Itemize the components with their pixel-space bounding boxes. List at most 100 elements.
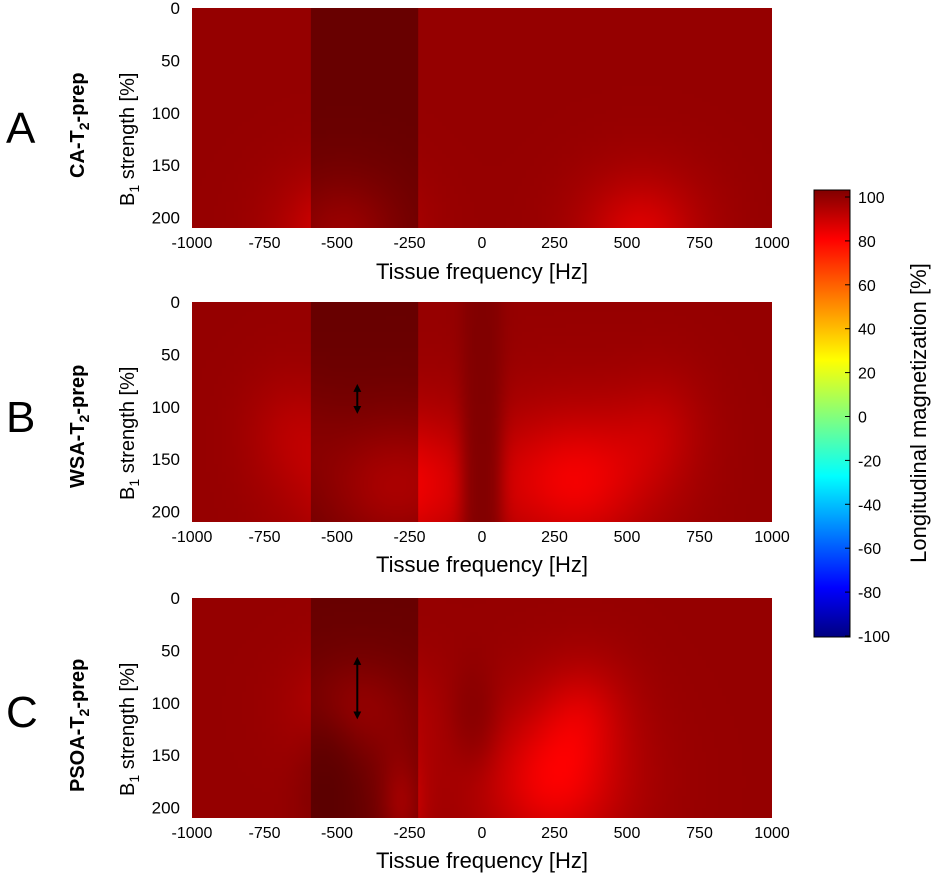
- row-label-sub: 2: [76, 414, 92, 422]
- y-tick-label: 150: [152, 156, 180, 175]
- colorbar-tick-label: 60: [858, 278, 876, 295]
- colorbar-tick-label: 0: [858, 410, 867, 427]
- x-tick-label: 0: [478, 235, 487, 252]
- x-tick-label: 750: [686, 529, 713, 546]
- y-tick-label: 0: [171, 293, 180, 312]
- ylabel-suffix: strength [%]: [117, 73, 139, 185]
- x-tick-label: 250: [541, 825, 568, 842]
- heatmap-area: [192, 302, 772, 522]
- y-tick-label: 50: [161, 641, 180, 660]
- y-tick-label: 0: [171, 589, 180, 608]
- ylabel-suffix: strength [%]: [117, 663, 139, 775]
- row-label: PSOA-T2-prep: [67, 659, 92, 792]
- panel-b: B WSA-T2-prep B1 strength [%] 0501001502…: [6, 293, 790, 577]
- x-tick-label: -250: [393, 235, 425, 252]
- ylabel-main: B: [117, 783, 139, 796]
- row-label: WSA-T2-prep: [67, 365, 92, 488]
- heatmap-area: [192, 8, 772, 228]
- x-tick-label: 500: [614, 825, 641, 842]
- row-label-suffix: -prep: [67, 659, 89, 709]
- x-tick-label: 500: [614, 235, 641, 252]
- x-tick-label: 500: [614, 529, 641, 546]
- panel-letter: A: [6, 104, 36, 153]
- x-tick-label: -500: [321, 825, 353, 842]
- heatmap-area: [192, 598, 772, 818]
- x-axis-label: Tissue frequency [Hz]: [376, 552, 588, 577]
- ylabel-main: B: [117, 193, 139, 206]
- x-tick-label: 250: [541, 235, 568, 252]
- x-tick-label: 0: [478, 529, 487, 546]
- ylabel-sub: 1: [126, 185, 142, 193]
- ylabel-sub: 1: [126, 775, 142, 783]
- row-label-main: PSOA-T: [67, 716, 89, 792]
- row-label-suffix: -prep: [67, 365, 89, 415]
- colorbar-tick-label: -60: [858, 541, 881, 558]
- colorbar-tick-label: 80: [858, 234, 876, 251]
- x-tick-label: -250: [393, 825, 425, 842]
- panel-letter: C: [6, 688, 38, 737]
- colorbar-tick-label: -100: [858, 629, 890, 646]
- panel-letter: B: [6, 393, 35, 442]
- ylabel-main: B: [117, 487, 139, 500]
- y-tick-label: 200: [152, 799, 180, 818]
- row-label-sub: 2: [76, 708, 92, 716]
- x-tick-label: -250: [393, 529, 425, 546]
- panel-a: A CA-T2-prep B1 strength [%] 05010015020…: [6, 0, 790, 284]
- shaded-band: [310, 302, 419, 522]
- colorbar-tick-label: -20: [858, 453, 881, 470]
- x-tick-label: 750: [686, 825, 713, 842]
- x-tick-label: -1000: [172, 235, 213, 252]
- x-tick-label: 0: [478, 825, 487, 842]
- y-tick-label: 100: [152, 398, 180, 417]
- colorbar-tick-label: 40: [858, 322, 876, 339]
- colorbar-ticks: 100 80 60 40 20 0 -20 -40 -60 -80 -100: [845, 190, 890, 646]
- y-tick-label: 0: [171, 0, 180, 18]
- x-tick-label: -750: [248, 235, 280, 252]
- colorbar-tick-label: -80: [858, 585, 881, 602]
- shaded-band: [310, 598, 419, 818]
- y-tick-label: 150: [152, 450, 180, 469]
- row-label-sub: 2: [76, 122, 92, 130]
- y-tick-label: 200: [152, 209, 180, 228]
- colorbar-tick-label: 20: [858, 366, 876, 383]
- y-ticks: 0 50 100 150 200: [152, 0, 180, 228]
- y-axis-label: B1 strength [%]: [117, 73, 142, 206]
- colorbar-tick-label: 100: [858, 190, 885, 207]
- x-ticks: -1000 -750 -500 -250 0 250 500 750 1000: [172, 235, 790, 252]
- x-tick-label: -1000: [172, 529, 213, 546]
- x-tick-label: -500: [321, 235, 353, 252]
- y-ticks: 0 50 100 150 200: [152, 293, 180, 522]
- row-label-main: WSA-T: [67, 422, 89, 488]
- y-tick-label: 150: [152, 746, 180, 765]
- y-tick-label: 50: [161, 51, 180, 70]
- y-axis-label: B1 strength [%]: [117, 367, 142, 500]
- x-ticks: -1000 -750 -500 -250 0 250 500 750 1000: [172, 529, 790, 546]
- x-tick-label: 1000: [754, 825, 790, 842]
- y-ticks: 0 50 100 150 200: [152, 589, 180, 818]
- y-tick-label: 100: [152, 104, 180, 123]
- ylabel-sub: 1: [126, 479, 142, 487]
- x-axis-label: Tissue frequency [Hz]: [376, 259, 588, 284]
- row-label: CA-T2-prep: [67, 72, 92, 178]
- x-axis-label: Tissue frequency [Hz]: [376, 848, 588, 873]
- x-tick-label: -500: [321, 529, 353, 546]
- x-tick-label: -750: [248, 825, 280, 842]
- x-tick-label: -1000: [172, 825, 213, 842]
- y-axis-label: B1 strength [%]: [117, 663, 142, 796]
- shaded-band: [310, 8, 419, 228]
- x-tick-label: -750: [248, 529, 280, 546]
- colorbar-label: Longitudinal magnetization [%]: [906, 263, 931, 563]
- colorbar-gradient: [813, 189, 851, 638]
- row-label-suffix: -prep: [67, 72, 89, 122]
- colorbar-tick-label: -40: [858, 497, 881, 514]
- x-tick-label: 250: [541, 529, 568, 546]
- y-tick-label: 200: [152, 503, 180, 522]
- x-tick-label: 750: [686, 235, 713, 252]
- x-tick-label: 1000: [754, 529, 790, 546]
- colorbar: 100 80 60 40 20 0 -20 -40 -60 -80 -100 Longitudina…: [813, 189, 931, 646]
- ylabel-suffix: strength [%]: [117, 367, 139, 479]
- y-tick-label: 50: [161, 345, 180, 364]
- x-ticks: -1000 -750 -500 -250 0 250 500 750 1000: [172, 825, 790, 842]
- row-label-main: CA-T: [67, 130, 89, 178]
